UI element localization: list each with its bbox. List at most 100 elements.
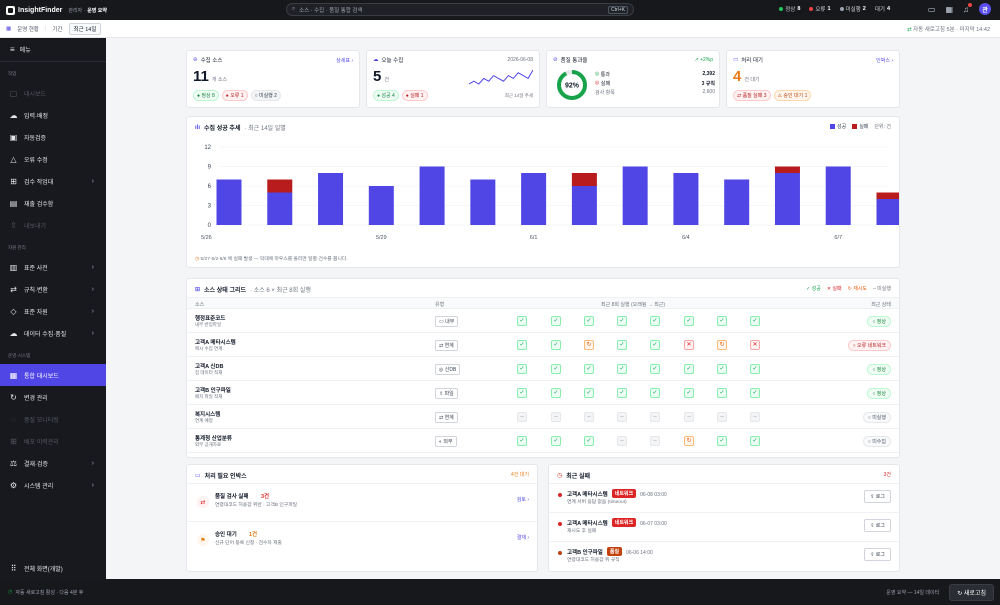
sidebar-item[interactable]: ☁ 데이터 수집·품질 ›: [0, 322, 106, 344]
run-status-ok[interactable]: ✓: [617, 388, 627, 398]
table-row[interactable]: 통계청 산업분류 외부 공개자료 ◐ 외부 ✓ ✓ ✓ – – ↻ ✓ ✓ ○ 미수집: [187, 429, 899, 453]
run-status-ok[interactable]: ✓: [584, 388, 594, 398]
sidebar-item[interactable]: ▦ 통합 대시보드: [0, 364, 106, 386]
kpi-inbox-link[interactable]: 인박스 ›: [876, 57, 893, 64]
table-row[interactable]: 고객B 인구파일 배치 파일 적재 ⇪ 파일 ✓ ✓ ✓ ✓ ✓ ✓ ✓ ✓ ○ 정상: [187, 381, 899, 405]
inbox-item[interactable]: ⚑ 승인 대기 1건 신규 단어 등록 신청 · 검수자 제출 결재 ›: [187, 521, 537, 559]
table-row[interactable]: 복지시스템 연계 예정 ⇄ 연계 – – – – – – – – ○ 미실행: [187, 405, 899, 429]
sidebar-item[interactable]: ▤ 재출 검수함: [0, 192, 106, 214]
run-status-na[interactable]: –: [551, 412, 561, 422]
run-status-na[interactable]: –: [650, 436, 660, 446]
failure-item[interactable]: 고객B 인구파일 품질 06-06 14:00 연령대코드 허용값 위 규칙 ⇪ 로그: [549, 541, 899, 567]
run-status-ok[interactable]: ✓: [650, 364, 660, 374]
run-status-ok[interactable]: ✓: [517, 316, 527, 326]
failure-item[interactable]: 고객A 메타시스템 네트워크 06-07 03:00 재시도 후 실패 ⇪ 로그: [549, 512, 899, 538]
sidebar-item[interactable]: ▥ 표준 사전 ›: [0, 256, 106, 278]
sidebar-item-fullscreen[interactable]: ⠿ 전체 화면(개발): [0, 557, 106, 579]
run-status-ok[interactable]: ✓: [584, 364, 594, 374]
run-status-na[interactable]: –: [517, 412, 527, 422]
view-log-button[interactable]: ⇪ 로그: [864, 548, 891, 561]
run-status-na[interactable]: –: [750, 412, 760, 422]
table-row[interactable]: 고객A 메타시스템 매시 수집 연계 ⇄ 연계 ✓ ✓ ↻ ✓ ✓ ✕ ↻ ✕ ○ 오류 네트워크: [187, 333, 899, 357]
run-status-retry[interactable]: ↻: [684, 436, 694, 446]
bar-success[interactable]: [825, 166, 851, 226]
bar-failure[interactable]: [267, 179, 293, 193]
run-status-na[interactable]: –: [650, 412, 660, 422]
run-status-ok[interactable]: ✓: [750, 436, 760, 446]
run-status-ok[interactable]: ✓: [517, 388, 527, 398]
monitor-icon[interactable]: ▭: [927, 4, 936, 14]
sidebar-item[interactable]: ⚖ 결재·검증 ›: [0, 452, 106, 474]
bar-failure[interactable]: [571, 173, 597, 186]
bar-success[interactable]: [470, 179, 496, 226]
inbox-item[interactable]: ⇄ 품질 검사 실패 3건 연령대코드 허용값 위반 · 고객B 인구파일 검토…: [187, 483, 537, 521]
bar-success[interactable]: [876, 199, 900, 225]
bar-success[interactable]: [673, 173, 699, 225]
inbox-action-link[interactable]: 검토 ›: [516, 497, 529, 503]
run-status-retry[interactable]: ↻: [584, 340, 594, 350]
sidebar-item[interactable]: ▣ 자동검증: [0, 126, 106, 148]
run-status-fail[interactable]: ✕: [750, 340, 760, 350]
global-search-input[interactable]: ⌕ 소스 · 수집 · 품질 통합 검색 Ctrl+K: [286, 3, 634, 16]
run-status-ok[interactable]: ✓: [750, 316, 760, 326]
bar-failure[interactable]: [774, 166, 800, 174]
run-status-na[interactable]: –: [617, 412, 627, 422]
run-status-ok[interactable]: ✓: [617, 364, 627, 374]
sidebar-item[interactable]: ⊞ 검수 작업대 ›: [0, 170, 106, 192]
bar-success[interactable]: [267, 192, 293, 226]
table-row[interactable]: 행정표준코드 내부 반입파일 ▭ 내부 ✓ ✓ ✓ ✓ ✓ ✓ ✓ ✓ ○ 정상: [187, 309, 899, 333]
run-status-ok[interactable]: ✓: [551, 364, 561, 374]
sidebar-item[interactable]: ⚙ 시스템 관리 ›: [0, 474, 106, 496]
run-status-ok[interactable]: ✓: [684, 364, 694, 374]
run-status-ok[interactable]: ✓: [650, 340, 660, 350]
run-status-ok[interactable]: ✓: [517, 364, 527, 374]
sidebar-item[interactable]: △ 오류 수정: [0, 148, 106, 170]
run-status-ok[interactable]: ✓: [717, 364, 727, 374]
run-status-ok[interactable]: ✓: [551, 340, 561, 350]
bar-success[interactable]: [724, 179, 750, 226]
status-badge[interactable]: ⇄ 품질 실패 3: [733, 90, 771, 101]
run-status-ok[interactable]: ✓: [717, 436, 727, 446]
run-status-na[interactable]: –: [617, 436, 627, 446]
sidebar-menu-toggle[interactable]: ≡ 메뉴: [0, 38, 106, 62]
run-status-ok[interactable]: ✓: [650, 388, 660, 398]
bar-success[interactable]: [368, 186, 394, 225]
run-status-ok[interactable]: ✓: [750, 388, 760, 398]
run-status-ok[interactable]: ✓: [617, 316, 627, 326]
sidebar-item[interactable]: ▢ 대시보드: [0, 82, 106, 104]
brand-logo[interactable]: InsightFinder: [0, 5, 62, 15]
run-status-retry[interactable]: ↻: [717, 340, 727, 350]
status-stat[interactable]: 대기 4: [875, 5, 890, 13]
run-status-na[interactable]: –: [717, 412, 727, 422]
status-stat[interactable]: 정상 8: [779, 5, 800, 13]
run-status-ok[interactable]: ✓: [684, 388, 694, 398]
run-status-ok[interactable]: ✓: [750, 364, 760, 374]
refresh-button[interactable]: ↻ 새로고침: [949, 583, 994, 601]
table-row[interactable]: 고객A 신DB 집 데이터 적재 ◎ 신DB ✓ ✓ ✓ ✓ ✓ ✓ ✓ ✓ ○ 정상: [187, 357, 899, 381]
bar-success[interactable]: [521, 173, 547, 225]
bar-success[interactable]: [571, 186, 597, 225]
bar-success[interactable]: [774, 173, 800, 225]
bar-success[interactable]: [216, 179, 242, 226]
run-status-na[interactable]: –: [584, 412, 594, 422]
run-status-ok[interactable]: ✓: [517, 436, 527, 446]
sidebar-item[interactable]: ⊞ 배포 이력관리: [0, 430, 106, 452]
run-status-ok[interactable]: ✓: [584, 436, 594, 446]
run-status-ok[interactable]: ✓: [551, 388, 561, 398]
run-status-ok[interactable]: ✓: [584, 316, 594, 326]
run-status-ok[interactable]: ✓: [517, 340, 527, 350]
sidebar-item[interactable]: ⇄ 규칙·변환 ›: [0, 278, 106, 300]
run-status-ok[interactable]: ✓: [617, 340, 627, 350]
status-stat[interactable]: 오류 1: [809, 5, 831, 13]
sidebar-item[interactable]: ◇ 표준 자원 ›: [0, 300, 106, 322]
bar-success[interactable]: [622, 166, 648, 226]
run-status-ok[interactable]: ✓: [717, 316, 727, 326]
run-status-ok[interactable]: ✓: [650, 316, 660, 326]
view-log-button[interactable]: ⇪ 로그: [864, 490, 891, 503]
sidebar-item[interactable]: ☁ 입력·배정: [0, 104, 106, 126]
bar-success[interactable]: [419, 166, 445, 226]
run-status-ok[interactable]: ✓: [684, 316, 694, 326]
inbox-action-link[interactable]: 결재 ›: [516, 535, 529, 541]
status-stat[interactable]: 미실행 2: [839, 5, 866, 13]
status-badge[interactable]: ⚠ 승인 대기 1: [773, 90, 812, 101]
